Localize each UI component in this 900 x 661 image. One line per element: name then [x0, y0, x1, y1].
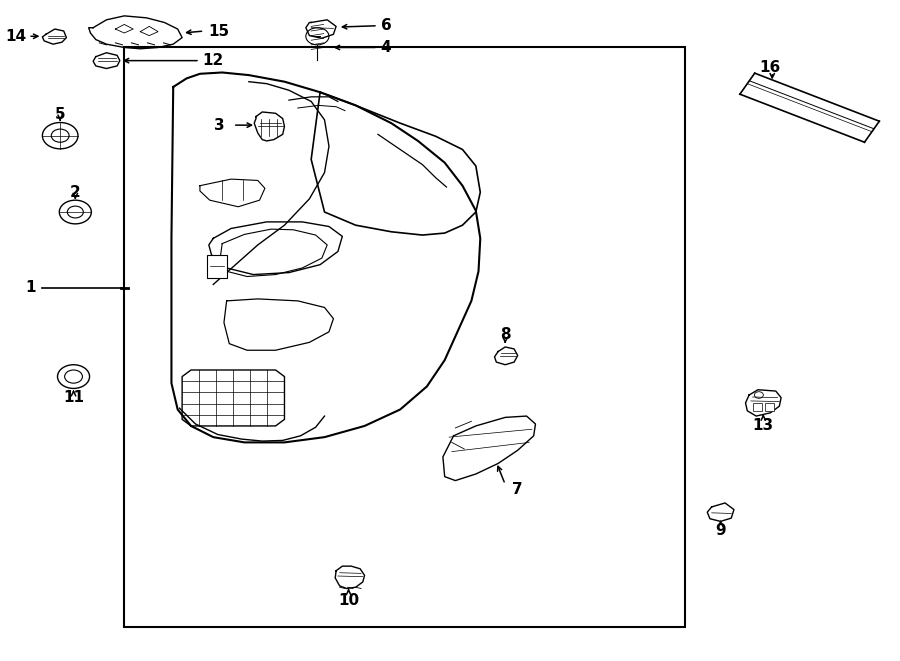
- Text: 5: 5: [55, 107, 66, 122]
- Text: 3: 3: [214, 118, 225, 133]
- Text: 4: 4: [381, 40, 392, 55]
- Text: 6: 6: [381, 19, 392, 33]
- Text: 16: 16: [759, 59, 780, 75]
- Text: 14: 14: [5, 29, 26, 44]
- Bar: [765, 403, 774, 410]
- Text: 8: 8: [500, 327, 510, 342]
- Text: 9: 9: [716, 523, 726, 538]
- Text: 10: 10: [338, 593, 359, 608]
- Text: 11: 11: [63, 390, 84, 405]
- Text: 2: 2: [70, 185, 81, 200]
- Text: 15: 15: [208, 24, 230, 38]
- Text: 7: 7: [512, 483, 523, 497]
- Text: 13: 13: [752, 418, 774, 433]
- Text: 1: 1: [25, 280, 36, 295]
- Bar: [207, 254, 227, 278]
- Bar: [752, 403, 761, 410]
- Text: 12: 12: [202, 53, 224, 68]
- Bar: [124, 48, 685, 627]
